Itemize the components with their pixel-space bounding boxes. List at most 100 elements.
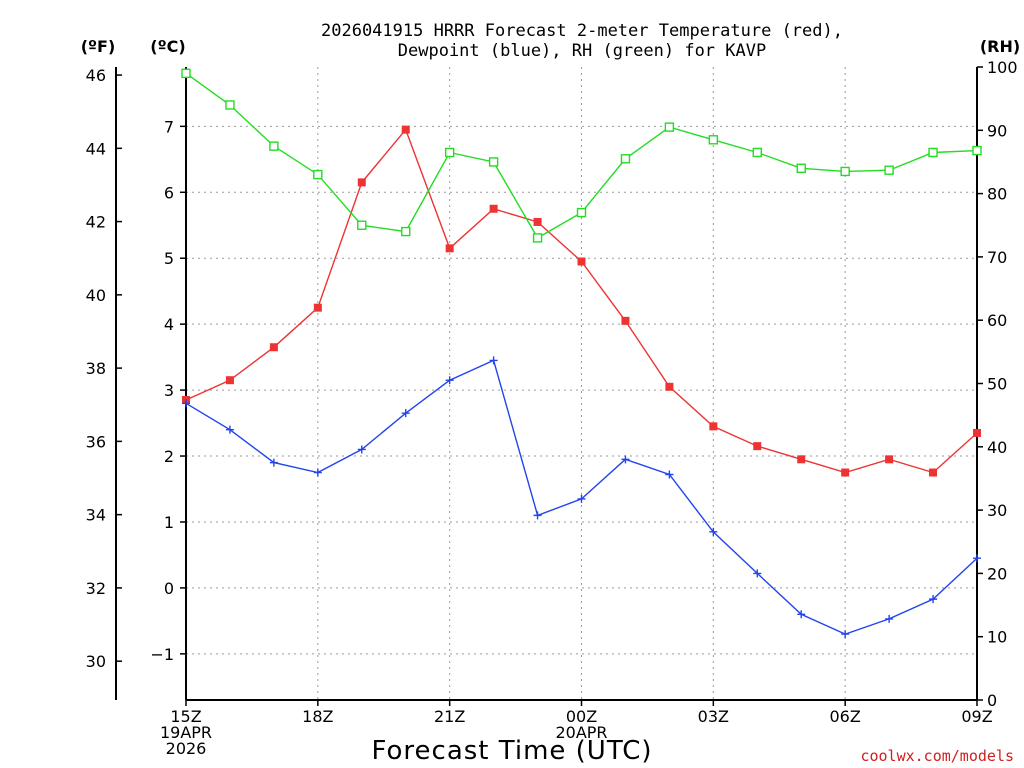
grid (186, 67, 977, 700)
x-tick-label: 21Z (434, 707, 465, 726)
temperature-point (489, 204, 498, 213)
x-tick-label: 09Z (961, 707, 992, 726)
x-tick-label: 00Z (566, 707, 597, 726)
dewpoint-point (182, 399, 190, 408)
rh-tick-label: 10 (987, 628, 1007, 647)
rh-point (225, 100, 235, 110)
rh-point (708, 135, 719, 145)
dewpoint-point (489, 356, 498, 365)
fahrenheit-tick-label: 30 (86, 652, 106, 671)
tick-labels: −101234567303234363840424446010203040506… (86, 58, 1018, 758)
temperature-point (973, 428, 981, 437)
dewpoint-point (929, 595, 938, 604)
chart-title-line1: 2026041915 HRRR Forecast 2-meter Tempera… (321, 21, 843, 41)
axes (115, 66, 983, 706)
celsius-tick-label: 2 (164, 447, 174, 466)
dewpoint-point (665, 470, 674, 479)
site-credit: coolwx.com/models (860, 747, 1014, 765)
temperature-point (929, 468, 938, 477)
temperature-point (401, 125, 410, 134)
rh-point (269, 141, 279, 151)
temperature-point (533, 217, 542, 226)
rh-tick-label: 90 (987, 121, 1007, 140)
dewpoint-point (533, 511, 542, 520)
rh-unit-label: (RH) (980, 37, 1020, 56)
series-dewpoint (182, 356, 981, 639)
x-tick-label: 20APR (555, 723, 607, 742)
x-axis-label: Forecast Time (UTC) (371, 736, 652, 766)
dewpoint-point (709, 527, 718, 536)
dewpoint-point (885, 614, 894, 623)
rh-point (313, 169, 323, 180)
fahrenheit-tick-label: 32 (86, 579, 106, 598)
fahrenheit-tick-label: 36 (86, 432, 106, 451)
celsius-unit-label: (ºC) (150, 37, 185, 56)
rh-point (488, 157, 499, 167)
temperature-point (357, 178, 366, 187)
temperature-point (269, 343, 278, 352)
rh-point (840, 166, 850, 177)
rh-point (620, 154, 631, 164)
rh-point (401, 226, 411, 237)
series-rh (181, 68, 982, 243)
temperature-point (709, 422, 718, 431)
rh-tick-label: 20 (987, 564, 1007, 583)
rh-point (532, 233, 543, 243)
data-series (181, 68, 982, 639)
celsius-tick-label: 0 (164, 579, 174, 598)
dewpoint-point (797, 610, 806, 619)
dewpoint-point (357, 445, 366, 454)
fahrenheit-unit-label: (ºF) (81, 37, 116, 56)
celsius-tick-label: 1 (164, 513, 174, 532)
temperature-point (225, 376, 234, 385)
rh-tick-label: 80 (987, 185, 1007, 204)
x-tick-label: 19APR (160, 723, 212, 742)
x-tick-label: 15Z (170, 707, 201, 726)
x-tick-label: 06Z (830, 707, 861, 726)
temperature-point (841, 468, 850, 477)
rh-point (357, 220, 367, 230)
rh-point (576, 207, 587, 218)
rh-point (664, 122, 675, 132)
x-tick-label: 2026 (166, 739, 207, 758)
rh-tick-label: 60 (987, 311, 1007, 330)
dewpoint-point (225, 425, 234, 434)
rh-point (972, 145, 982, 156)
celsius-tick-label: 5 (164, 249, 174, 268)
temperature-point (313, 303, 322, 312)
rh-tick-label: 30 (987, 501, 1007, 520)
rh-point (884, 165, 894, 175)
rh-tick-label: 50 (987, 375, 1007, 394)
rh-point (752, 147, 762, 158)
celsius-tick-label: 4 (164, 315, 174, 334)
chart-title-line2: Dewpoint (blue), RH (green) for KAVP (398, 41, 766, 61)
rh-point (928, 147, 938, 158)
temperature-point (445, 244, 454, 253)
dewpoint-point (401, 409, 410, 418)
temperature-point (797, 455, 806, 464)
fahrenheit-tick-label: 42 (86, 213, 106, 232)
temperature-point (621, 316, 630, 325)
x-tick-label: 18Z (302, 707, 333, 726)
dewpoint-point (445, 376, 454, 385)
rh-tick-label: 0 (987, 691, 997, 710)
fahrenheit-tick-label: 44 (86, 139, 106, 158)
rh-tick-label: 70 (987, 248, 1007, 267)
dewpoint-point (577, 494, 586, 503)
rh-tick-label: 100 (987, 58, 1018, 77)
celsius-tick-label: 7 (164, 117, 174, 136)
dewpoint-point (313, 468, 322, 477)
temperature-point (577, 257, 586, 266)
dewpoint-point (269, 458, 278, 467)
celsius-tick-label: 3 (164, 381, 174, 400)
rh-point (444, 147, 455, 158)
dewpoint-point (841, 630, 850, 639)
x-tick-label: 03Z (698, 707, 729, 726)
dewpoint-point (621, 455, 630, 464)
fahrenheit-tick-label: 34 (86, 506, 106, 525)
fahrenheit-tick-label: 46 (86, 66, 106, 85)
fahrenheit-tick-label: 38 (86, 359, 106, 378)
temperature-point (665, 382, 674, 391)
dewpoint-point (753, 569, 762, 578)
